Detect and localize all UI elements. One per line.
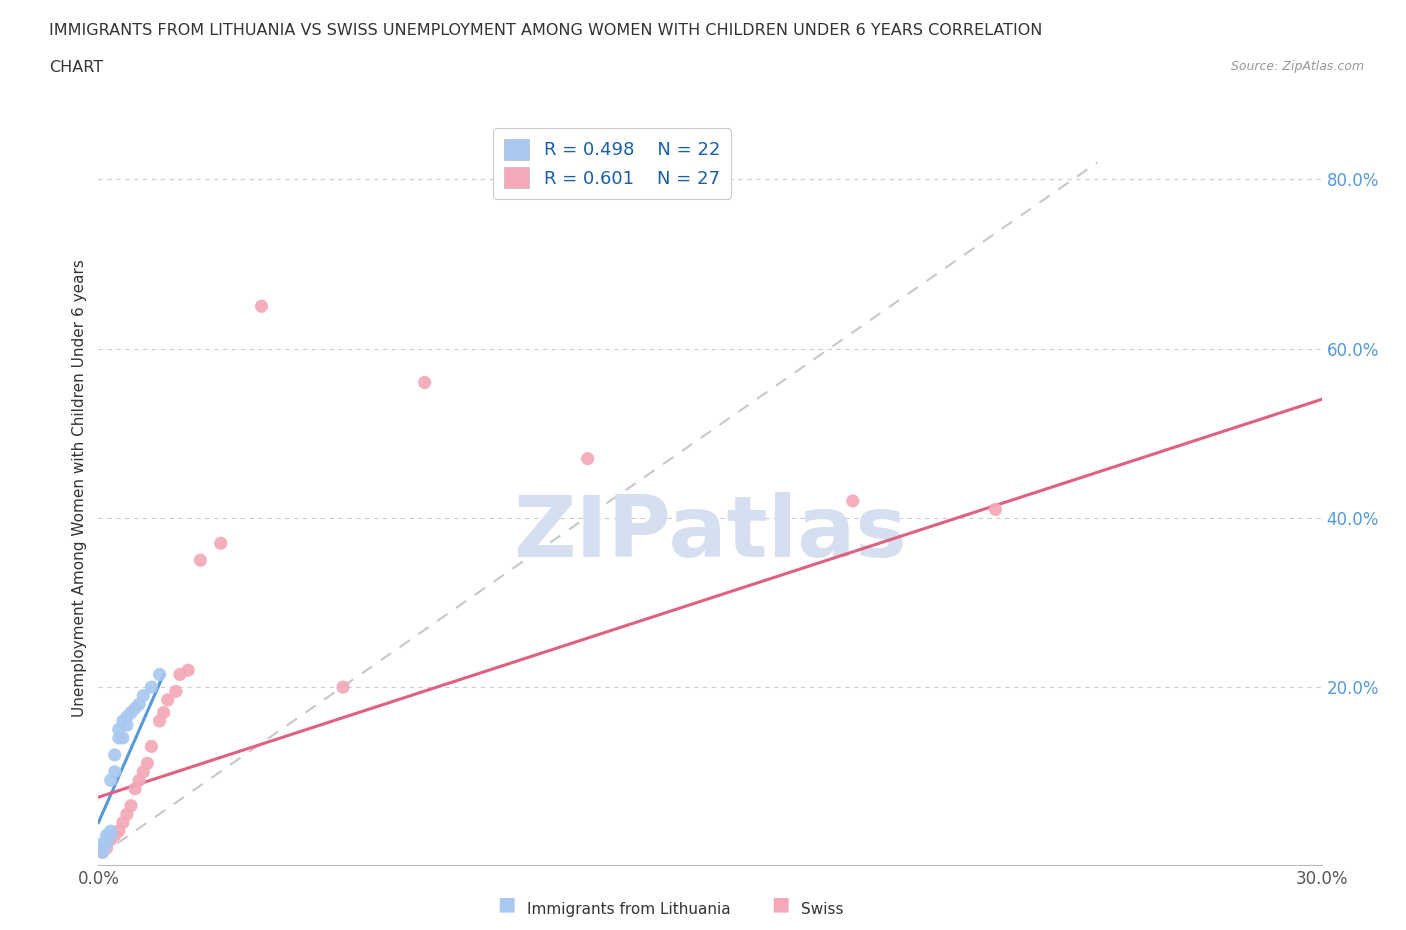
- Y-axis label: Unemployment Among Women with Children Under 6 years: Unemployment Among Women with Children U…: [72, 259, 87, 717]
- Point: [149, 667, 172, 682]
- Text: ■: ■: [496, 895, 516, 913]
- Point: [124, 781, 146, 796]
- Point: [332, 680, 354, 695]
- Point: [984, 502, 1007, 517]
- Legend: R = 0.498    N = 22, R = 0.601    N = 27: R = 0.498 N = 22, R = 0.601 N = 27: [494, 128, 731, 199]
- Point: [115, 710, 138, 724]
- Point: [841, 494, 863, 509]
- Point: [165, 684, 187, 698]
- Point: [91, 844, 114, 859]
- Point: [91, 841, 114, 856]
- Point: [100, 832, 122, 847]
- Point: [115, 806, 138, 821]
- Point: [111, 713, 134, 728]
- Point: [104, 764, 127, 779]
- Point: [96, 828, 118, 843]
- Text: Immigrants from Lithuania: Immigrants from Lithuania: [527, 902, 731, 917]
- Point: [120, 705, 142, 720]
- Text: ZIPatlas: ZIPatlas: [513, 492, 907, 575]
- Point: [111, 730, 134, 745]
- Point: [115, 718, 138, 733]
- Text: Swiss: Swiss: [801, 902, 844, 917]
- Point: [250, 299, 273, 313]
- Point: [104, 748, 127, 763]
- Text: ■: ■: [770, 895, 790, 913]
- Point: [108, 824, 131, 839]
- Point: [128, 773, 150, 788]
- Point: [132, 688, 155, 703]
- Point: [576, 451, 599, 466]
- Point: [413, 375, 436, 390]
- Point: [91, 844, 114, 859]
- Point: [96, 836, 118, 851]
- Point: [100, 773, 122, 788]
- Point: [169, 667, 191, 682]
- Point: [124, 701, 146, 716]
- Point: [152, 705, 174, 720]
- Point: [108, 730, 131, 745]
- Point: [100, 824, 122, 839]
- Point: [132, 764, 155, 779]
- Point: [91, 836, 114, 851]
- Point: [177, 663, 200, 678]
- Point: [108, 722, 131, 737]
- Point: [156, 693, 179, 708]
- Point: [111, 815, 134, 830]
- Point: [96, 841, 118, 856]
- Point: [209, 536, 232, 551]
- Point: [128, 697, 150, 711]
- Point: [141, 739, 163, 754]
- Point: [120, 798, 142, 813]
- Point: [104, 828, 127, 843]
- Point: [100, 828, 122, 843]
- Text: Source: ZipAtlas.com: Source: ZipAtlas.com: [1230, 60, 1364, 73]
- Point: [188, 552, 212, 567]
- Point: [136, 756, 159, 771]
- Text: IMMIGRANTS FROM LITHUANIA VS SWISS UNEMPLOYMENT AMONG WOMEN WITH CHILDREN UNDER : IMMIGRANTS FROM LITHUANIA VS SWISS UNEMP…: [49, 23, 1043, 38]
- Text: CHART: CHART: [49, 60, 103, 75]
- Point: [141, 680, 163, 695]
- Point: [149, 713, 172, 728]
